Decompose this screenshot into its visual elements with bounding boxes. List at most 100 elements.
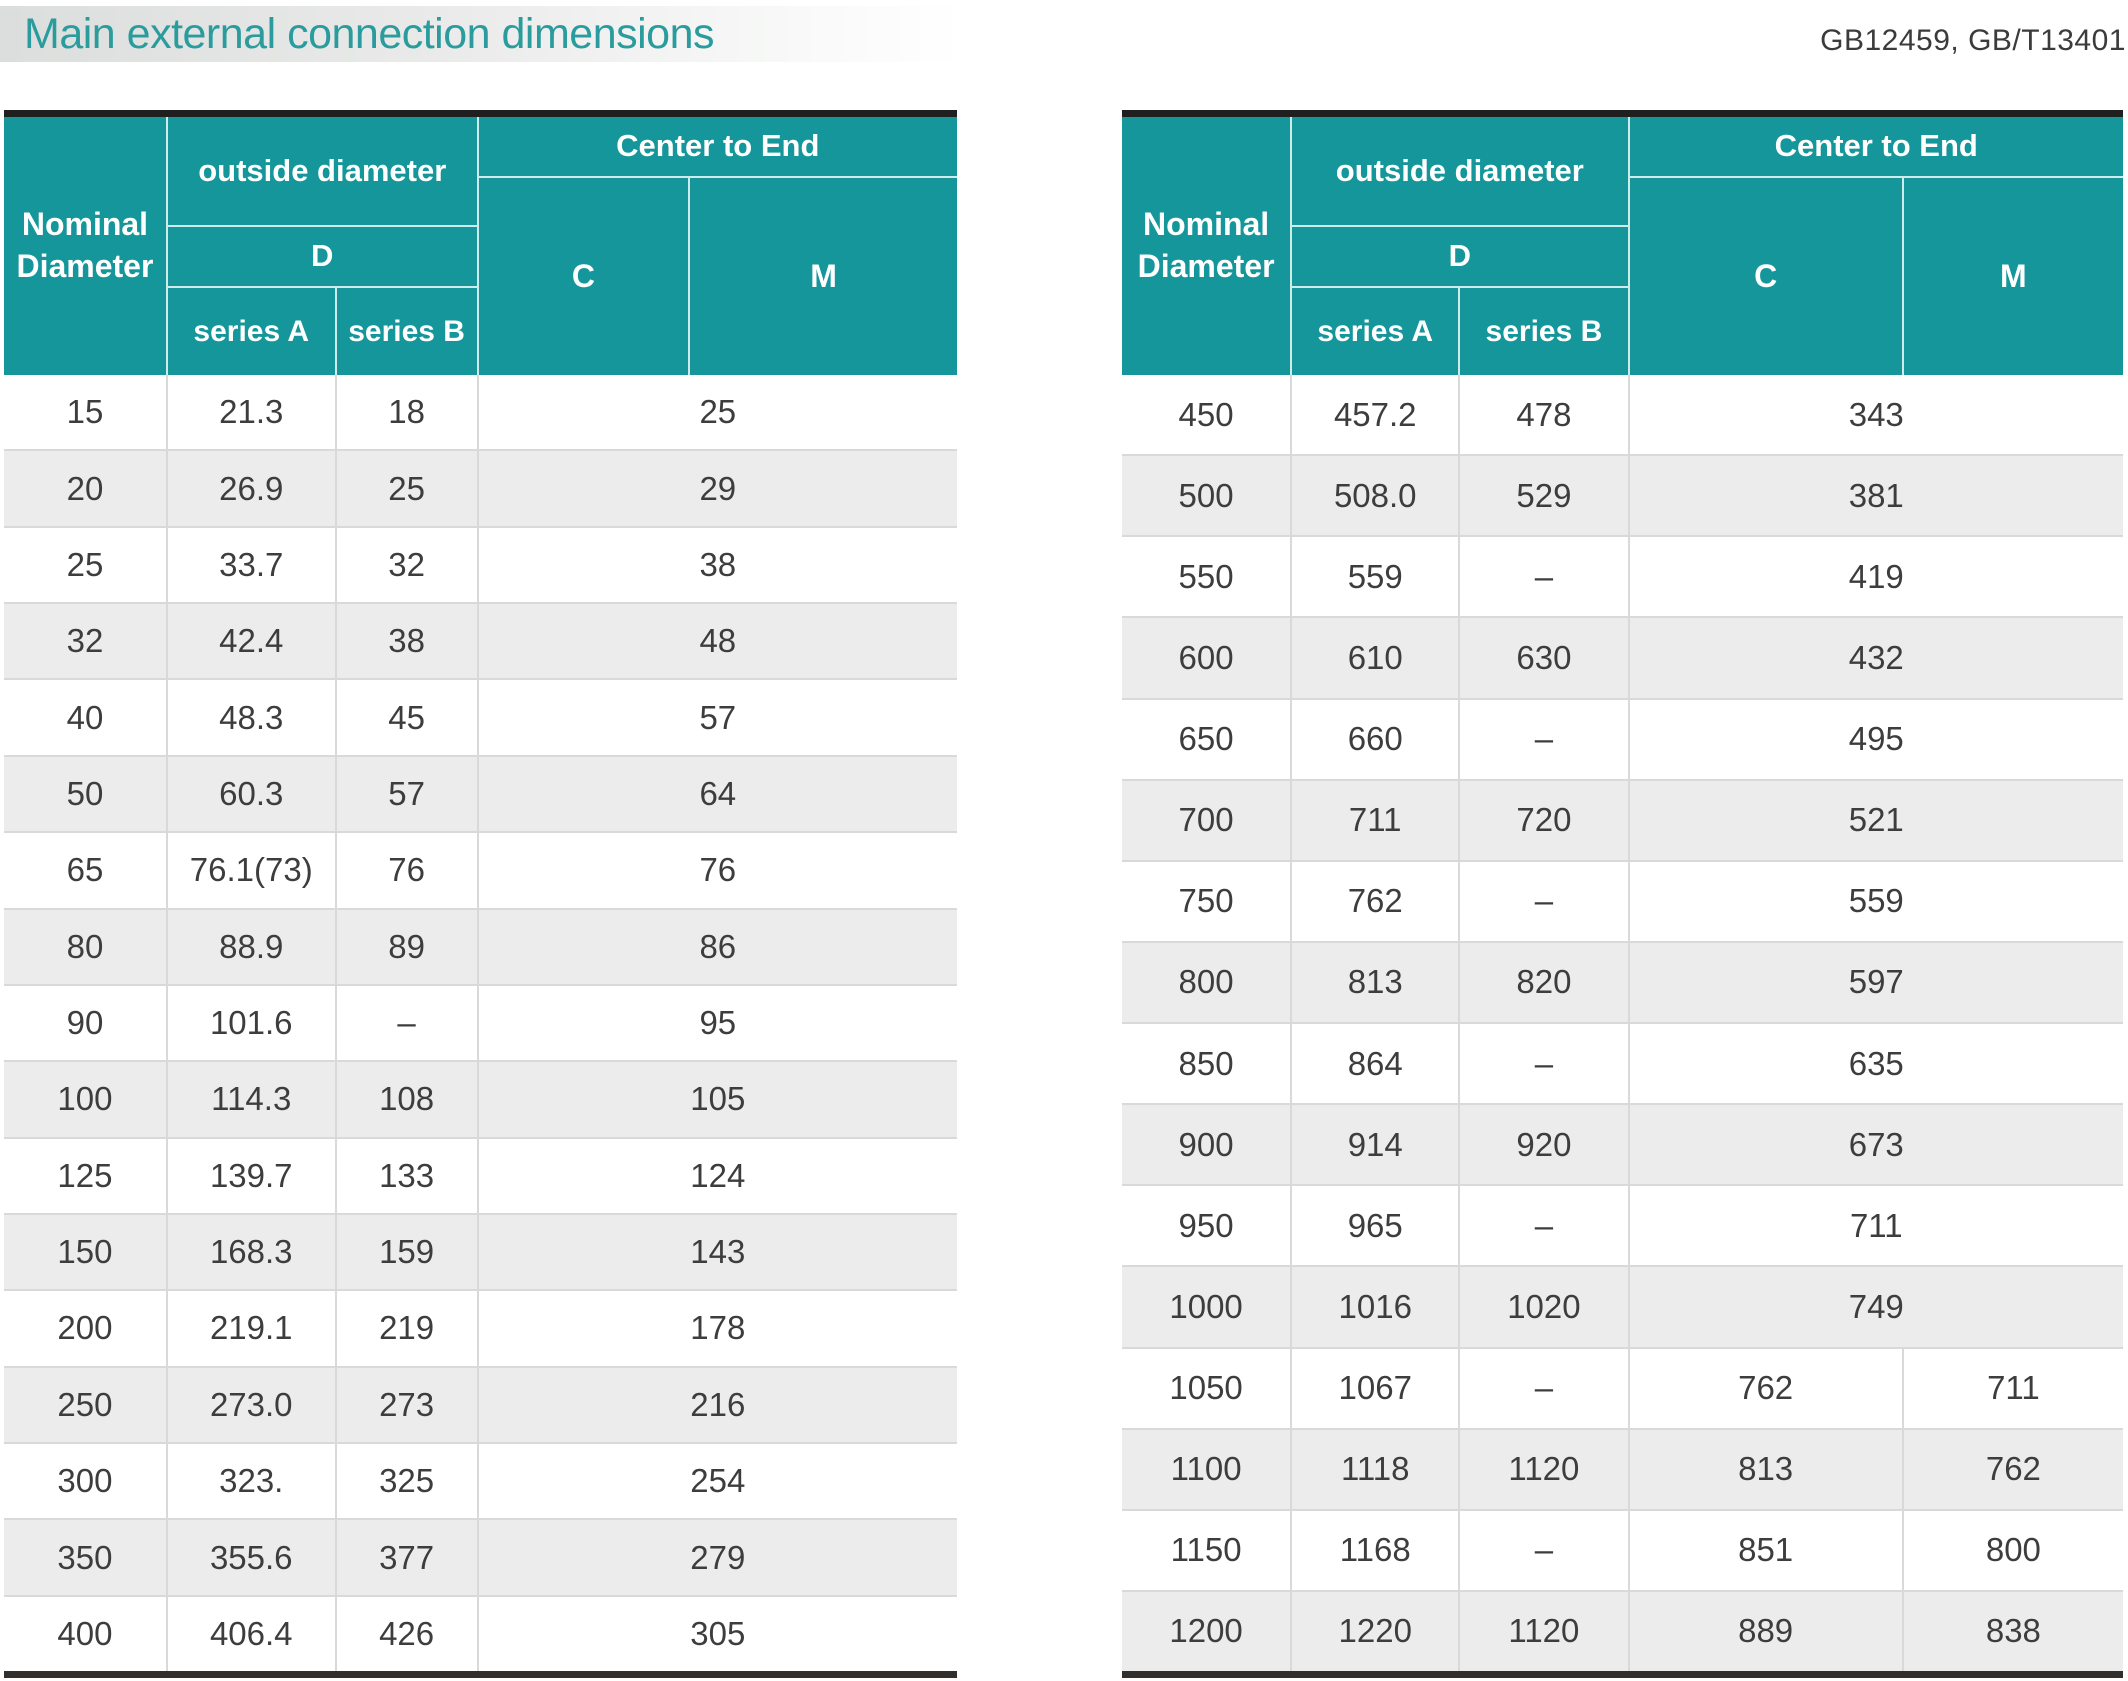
cell-cm: 57: [699, 698, 737, 736]
cell-nominal: 700: [1122, 780, 1293, 860]
cell-series_b: 720: [1460, 780, 1630, 860]
cell-series_a: 42.4: [168, 604, 337, 679]
cell-cm: 495: [1848, 720, 1904, 758]
cell-cm: 29: [699, 469, 737, 507]
cell-series_b: 1120: [1460, 1591, 1630, 1671]
table-row: 90 101.6– 95: [4, 983, 957, 1061]
cell-cm: 178: [690, 1309, 746, 1347]
cell-series_b: –: [1460, 1510, 1630, 1590]
cell-series_b: 820: [1460, 942, 1630, 1022]
table-row: 20 26.9 25 29: [4, 449, 957, 526]
cell-series_b: 159: [337, 1214, 479, 1290]
cell-cm: 343: [1848, 395, 1904, 433]
cell-series_a: 1220: [1292, 1591, 1461, 1671]
header-nominal-diameter: Nominal Diameter: [1122, 117, 1293, 375]
header-series-b: series B: [1460, 288, 1630, 375]
table-row: 40 48.3 45 57: [4, 678, 957, 755]
cell-series_b: 32: [337, 527, 479, 603]
cell-cm: 143: [690, 1233, 746, 1271]
cell-nominal: 450: [1122, 375, 1293, 455]
dimensions-table-right: Nominal Diameter outside diameter D seri…: [1122, 110, 2123, 1678]
cell-series_b: 45: [337, 680, 479, 755]
cell-series_a: 21.3: [168, 375, 337, 450]
cell-series_b: 529: [1460, 456, 1630, 536]
table-row: 32 42.4 38 48: [4, 602, 957, 679]
table-row: 25 33.7 32 38: [4, 525, 957, 603]
cell-nominal: 500: [1122, 456, 1293, 536]
header-outside-diameter: outside diameter: [1292, 117, 1630, 227]
cell-nominal: 25: [4, 527, 168, 603]
cell-series_b: 273: [337, 1367, 479, 1443]
cell-nominal: 600: [1122, 618, 1293, 698]
table-row: 100 114.3 108 105: [4, 1060, 957, 1137]
cell-nominal: 300: [4, 1444, 168, 1519]
cell-nominal: 400: [4, 1596, 168, 1672]
table-row: 600 610 630 432: [1122, 616, 2123, 698]
cell-c: 813: [1630, 1429, 1904, 1509]
table-row: 1000 1016 1020 749: [1122, 1265, 2123, 1347]
cell-nominal: 950: [1122, 1186, 1293, 1266]
cell-cm: 597: [1848, 963, 1904, 1001]
cell-nominal: 90: [4, 985, 168, 1061]
header-center-to-end: Center to End: [1629, 117, 2123, 178]
cell-cm: 64: [699, 774, 737, 812]
cell-m: 711: [1987, 1369, 2040, 1407]
cell-cm: 419: [1848, 557, 1904, 595]
cell-series_b: 377: [337, 1520, 479, 1595]
cell-cm: 673: [1848, 1125, 1904, 1163]
table-header: Nominal Diameter outside diameter D seri…: [4, 117, 957, 375]
title-bar: Main external connection dimensions: [0, 6, 965, 62]
cell-series_a: 26.9: [168, 451, 337, 526]
cell-series_b: 426: [337, 1596, 479, 1672]
cell-series_a: 1016: [1292, 1267, 1461, 1347]
page-title: Main external connection dimensions: [24, 9, 715, 58]
header-m: M: [1903, 178, 2123, 375]
cell-series_a: 711: [1292, 780, 1461, 860]
cell-series_b: –: [1460, 861, 1630, 941]
table-row: 750 762– 559: [1122, 859, 2123, 941]
cell-series_b: –: [1460, 699, 1630, 779]
table-row: 450 457.2 478 343: [1122, 375, 2123, 455]
cell-series_a: 965: [1292, 1186, 1461, 1266]
cell-series_b: 478: [1460, 375, 1630, 455]
cell-cm: 95: [699, 1004, 737, 1042]
cell-nominal: 100: [4, 1062, 168, 1137]
cell-series_a: 406.4: [168, 1596, 337, 1672]
cell-nominal: 800: [1122, 942, 1293, 1022]
cell-series_a: 33.7: [168, 527, 337, 603]
cell-cm: 25: [699, 393, 737, 431]
table-body: 15 21.3 18 25 20 26.9 25 29 25 33.7 32 38 32 42.4 38 48…: [4, 375, 957, 1672]
cell-series_a: 610: [1292, 618, 1461, 698]
cell-cm: 381: [1848, 476, 1904, 514]
cell-nominal: 40: [4, 680, 168, 755]
header-d: D: [1292, 227, 1630, 288]
header-c: C: [1629, 178, 1904, 375]
cell-nominal: 32: [4, 604, 168, 679]
cell-cm: 124: [690, 1156, 746, 1194]
cell-nominal: 1100: [1122, 1429, 1293, 1509]
cell-nominal: 850: [1122, 1024, 1293, 1104]
cell-series_a: 355.6: [168, 1520, 337, 1595]
header-series-a: series A: [167, 288, 337, 375]
header-nominal-diameter: Nominal Diameter: [4, 117, 168, 375]
cell-nominal: 50: [4, 756, 168, 832]
cell-series_a: 508.0: [1292, 456, 1461, 536]
cell-series_a: 457.2: [1292, 375, 1461, 455]
table-row: 150 168.3 159 143: [4, 1212, 957, 1290]
cell-series_b: 1020: [1460, 1267, 1630, 1347]
cell-cm: 559: [1848, 882, 1904, 920]
standards-reference: GB12459, GB/T13401: [1820, 24, 2126, 57]
table-row: 1050 1067–762 711: [1122, 1346, 2123, 1428]
cell-nominal: 1200: [1122, 1591, 1293, 1671]
cell-cm: 48: [699, 622, 737, 660]
cell-nominal: 1150: [1122, 1510, 1293, 1590]
table-row: 350 355.6 377 279: [4, 1518, 957, 1595]
cell-series_a: 76.1(73): [168, 833, 337, 908]
cell-cm: 76: [699, 851, 737, 889]
table-row: 650 660– 495: [1122, 697, 2123, 779]
cell-nominal: 15: [4, 375, 168, 450]
table-row: 200 219.1 219 178: [4, 1289, 957, 1366]
cell-series_b: 325: [337, 1444, 479, 1519]
cell-c: 889: [1630, 1591, 1904, 1671]
